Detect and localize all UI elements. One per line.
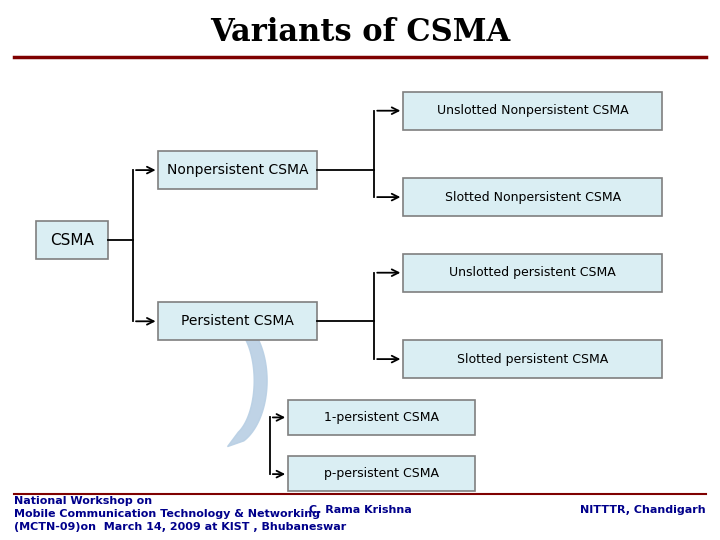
Text: Unslotted persistent CSMA: Unslotted persistent CSMA [449, 266, 616, 279]
Text: Nonpersistent CSMA: Nonpersistent CSMA [167, 163, 308, 177]
Text: Slotted persistent CSMA: Slotted persistent CSMA [457, 353, 608, 366]
Text: p-persistent CSMA: p-persistent CSMA [324, 467, 439, 481]
FancyBboxPatch shape [403, 340, 662, 378]
FancyBboxPatch shape [403, 178, 662, 216]
FancyBboxPatch shape [158, 302, 317, 340]
FancyBboxPatch shape [158, 151, 317, 189]
Text: Variants of CSMA: Variants of CSMA [210, 17, 510, 48]
FancyBboxPatch shape [403, 254, 662, 292]
Text: National Workshop on
Mobile Communication Technology & Networking
(MCTN-09)on  M: National Workshop on Mobile Communicatio… [14, 496, 346, 532]
FancyBboxPatch shape [36, 221, 108, 259]
Text: NITTTR, Chandigarh: NITTTR, Chandigarh [580, 505, 706, 515]
Text: Slotted Nonpersistent CSMA: Slotted Nonpersistent CSMA [445, 191, 621, 204]
Text: CSMA: CSMA [50, 233, 94, 248]
FancyBboxPatch shape [288, 456, 475, 491]
FancyBboxPatch shape [403, 92, 662, 130]
Text: Persistent CSMA: Persistent CSMA [181, 314, 294, 328]
Text: 1-persistent CSMA: 1-persistent CSMA [324, 410, 439, 424]
FancyBboxPatch shape [288, 400, 475, 435]
Polygon shape [227, 314, 267, 447]
Text: C. Rama Krishna: C. Rama Krishna [309, 505, 411, 515]
Text: Unslotted Nonpersistent CSMA: Unslotted Nonpersistent CSMA [437, 104, 629, 117]
